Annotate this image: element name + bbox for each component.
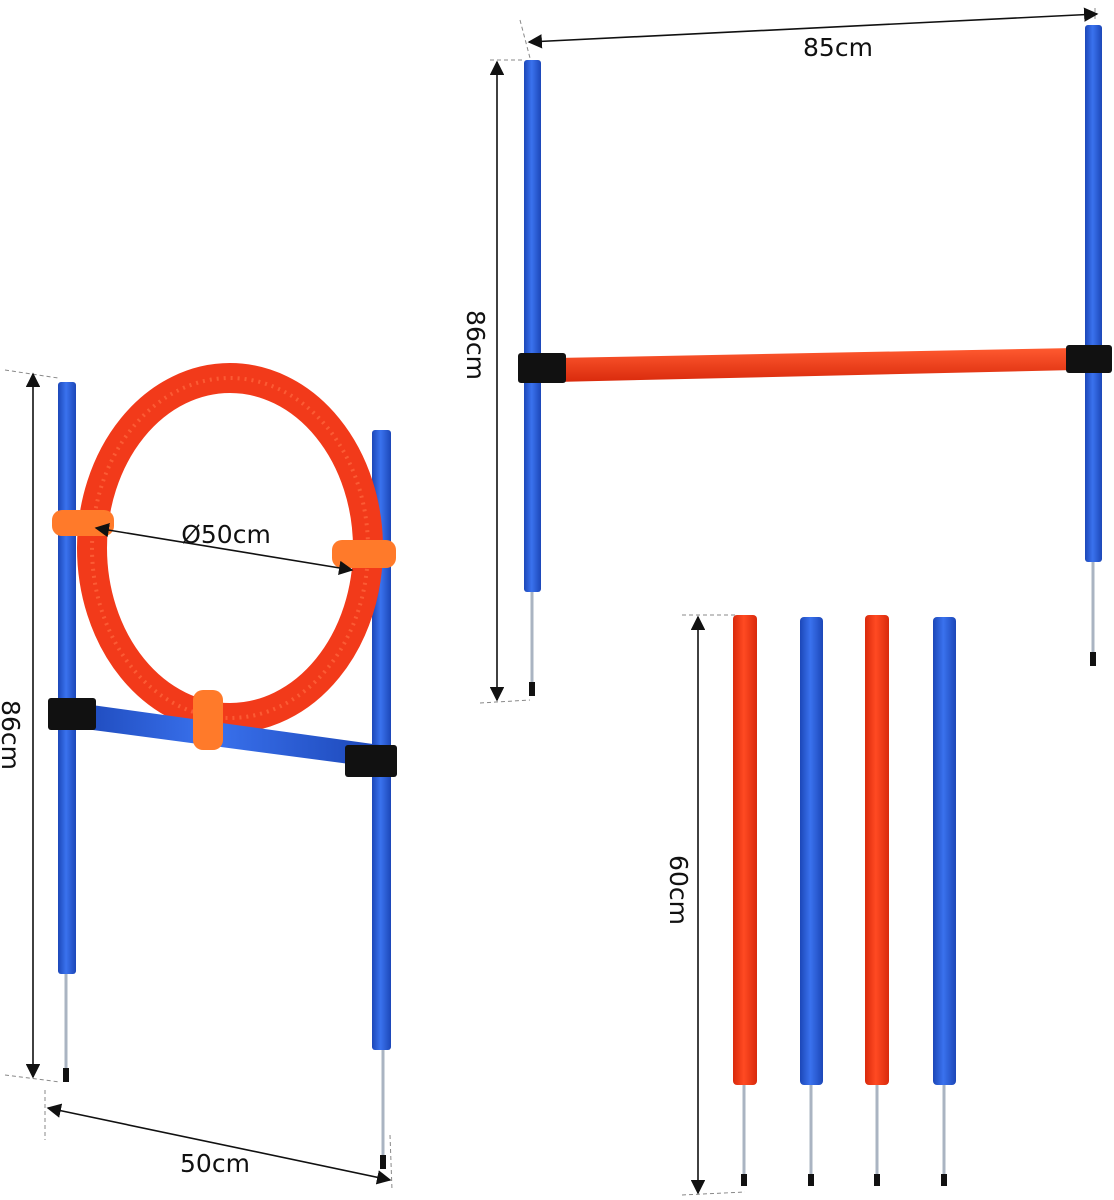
weave-pole-blue (933, 617, 956, 1186)
ring-left-pole (58, 382, 76, 974)
clamp (48, 698, 96, 730)
hurdle-left-pole (524, 60, 541, 592)
clamp (1066, 345, 1112, 373)
pole-height-label: 60cm (664, 855, 693, 925)
ring-frame-height-label: 86cm (0, 700, 25, 770)
weave-pole-blue (800, 617, 823, 1186)
clamp (518, 353, 566, 383)
width-dimension-line (527, 7, 1099, 49)
hurdle-height-label: 86cm (461, 310, 490, 380)
diameter-dimension-line (94, 522, 354, 576)
orange-strap (193, 690, 223, 750)
weave-poles: 60cm (664, 614, 956, 1196)
hurdle: 85cm 86cm (461, 7, 1112, 704)
weave-pole-red (733, 615, 757, 1186)
ring-crossbar (70, 702, 380, 768)
frame-width-dimension-line (46, 1103, 392, 1185)
hurdle-right-pole (1085, 25, 1102, 562)
orange-strap (52, 510, 114, 536)
ring-diameter-label: Ø50cm (181, 520, 271, 549)
hurdle-crossbar (555, 348, 1075, 382)
orange-strap (332, 540, 396, 568)
weave-pole-red (865, 615, 889, 1186)
ring-frame-width-label: 50cm (180, 1149, 250, 1178)
ring-jump: Ø50cm 86cm 50cm (0, 363, 397, 1191)
hurdle-width-label: 85cm (803, 33, 873, 62)
clamp (345, 745, 397, 777)
